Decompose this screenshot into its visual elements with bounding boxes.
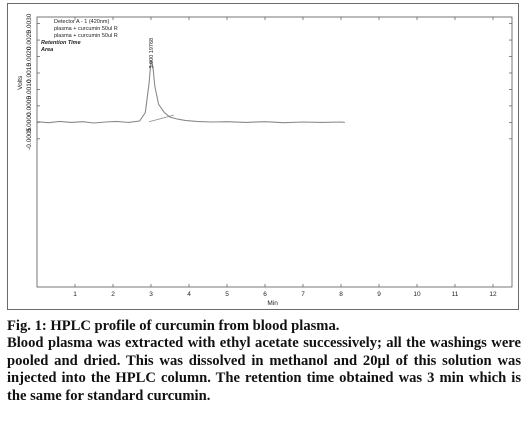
y-tick-label: 0.0000 <box>26 112 33 132</box>
chromatogram-line <box>36 60 345 124</box>
y-tick-label: 0.0005 <box>26 96 33 116</box>
x-tick-label: 6 <box>263 291 267 298</box>
x-tick-label: 10 <box>413 291 421 298</box>
x-tick-label: 3 <box>149 291 153 298</box>
figure-caption: Fig. 1: HPLC profile of curcumin from bl… <box>7 318 521 405</box>
peak-baseline <box>148 114 174 123</box>
plot-area <box>36 16 513 288</box>
hplc-chart: 1 2 3 4 5 6 7 8 9 10 11 12-0.00050.00000.00050.0010… <box>17 13 513 307</box>
legend-area: Area <box>40 47 53 53</box>
x-tick-label: 8 <box>339 291 343 298</box>
legend-retention: Retention Time <box>41 40 81 46</box>
y-axis-label: Volts <box>17 75 24 90</box>
legend-entry-2: plasma + curcumin 50ul R <box>54 33 118 39</box>
x-tick-label: 7 <box>301 291 305 298</box>
legend-detector: Detector A - 1 (420nm) <box>54 19 109 25</box>
y-tick-label: 0.0015 <box>26 63 33 83</box>
x-tick-label: 5 <box>225 291 229 298</box>
caption-body: Blood plasma was extracted with ethyl ac… <box>7 335 521 404</box>
figure-frame: 1 2 3 4 5 6 7 8 9 10 11 12 -0.0005 0.0000 0.0005 0.0010… <box>7 3 519 310</box>
y-tick-label: 0.0020 <box>26 46 33 66</box>
peak-label: 3.000 19768 <box>149 38 155 69</box>
y-tick-label: 0.0010 <box>26 79 33 99</box>
x-tick-label: 4 <box>187 291 191 298</box>
y-tick-label: -0.0005 <box>26 127 33 149</box>
x-tick-label: 11 <box>452 291 459 298</box>
y-tick-label: 0.0025 <box>26 30 33 50</box>
legend: Detector A - 1 (420nm) plasma + curcumin… <box>40 19 118 53</box>
x-axis-label: Min <box>267 300 278 307</box>
caption-title: Fig. 1: HPLC profile of curcumin from bl… <box>7 318 340 334</box>
x-tick-label: 1 <box>73 291 77 298</box>
x-tick-label: 9 <box>377 291 381 298</box>
legend-entry-1: plasma + curcumin 50ul R <box>54 26 118 32</box>
y-tick-label: 0.0030 <box>26 13 33 33</box>
x-tick-label: 12 <box>489 291 497 298</box>
x-tick-label: 2 <box>111 291 115 298</box>
